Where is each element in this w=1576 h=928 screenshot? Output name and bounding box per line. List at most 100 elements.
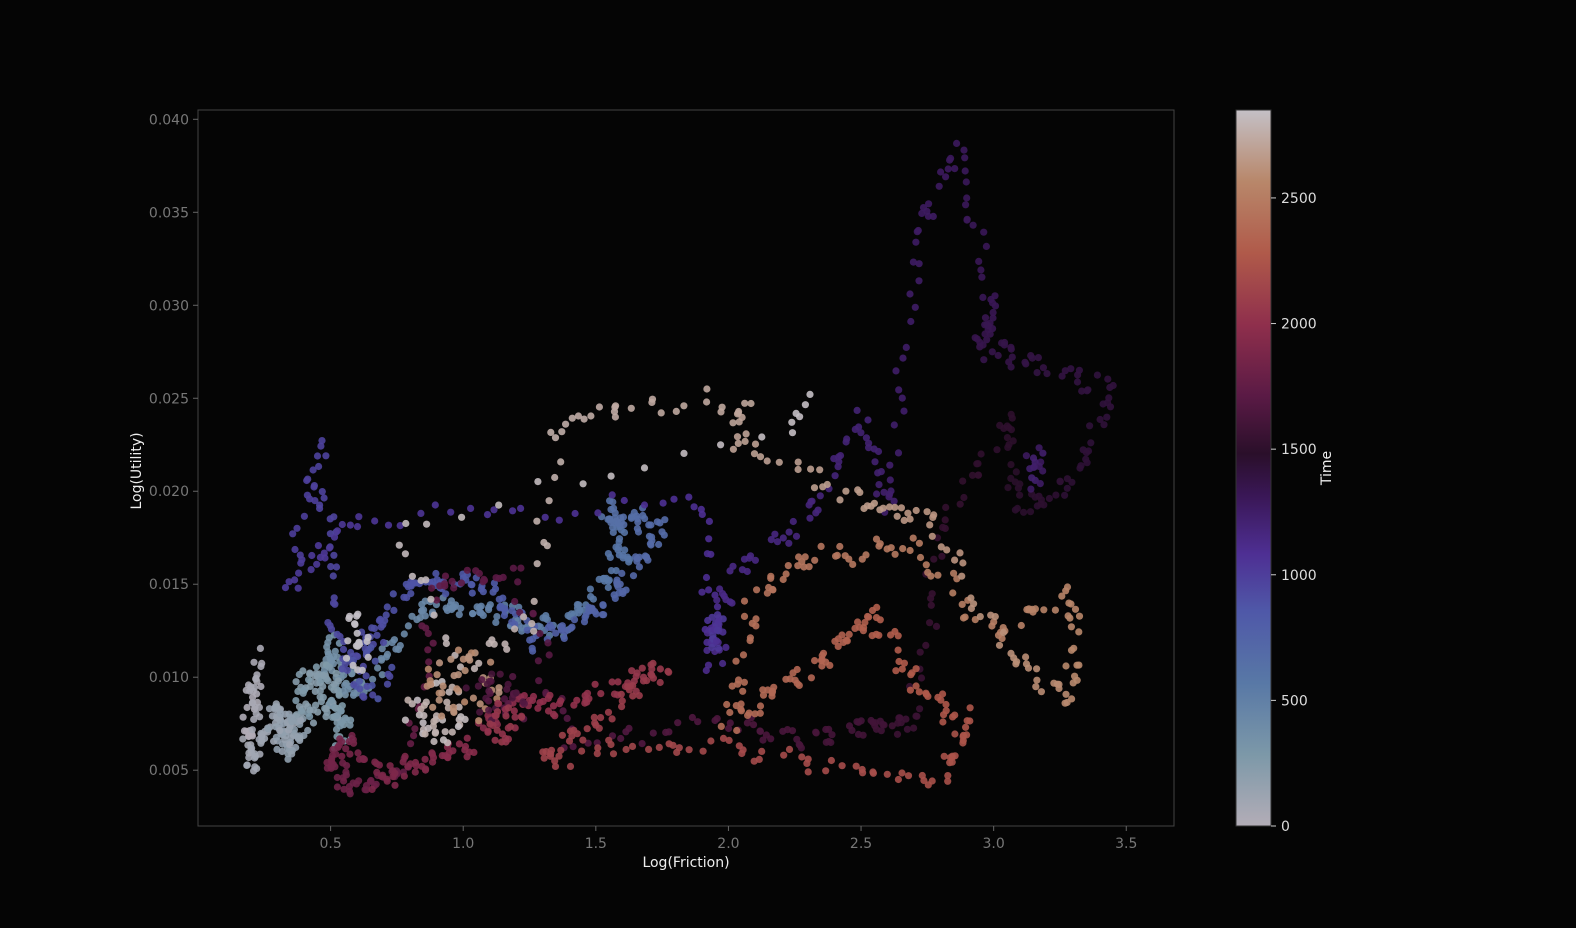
x-tick-label: 3.0 [983,836,1005,852]
data-point [638,664,646,672]
data-point [1062,587,1070,595]
data-point [328,696,336,704]
data-point [534,657,543,665]
data-point [719,734,728,743]
data-point [758,747,766,756]
data-point [938,552,946,560]
data-point [1078,387,1086,395]
data-point [880,488,888,496]
data-point [904,509,912,517]
data-point [740,555,749,563]
data-point [1063,475,1071,483]
data-point [533,560,541,568]
data-point [324,619,332,627]
data-point [408,700,416,708]
data-point [620,528,629,537]
data-point [785,745,794,754]
data-point [475,659,483,667]
data-point [865,439,873,447]
data-point [303,476,311,485]
data-point [885,503,894,511]
data-point [951,556,959,564]
data-point [1052,491,1060,499]
data-point [959,559,967,567]
data-point [717,722,725,731]
data-point [808,497,816,505]
data-point [987,611,995,619]
data-point [1022,452,1030,460]
data-point [968,471,977,479]
data-point [597,690,605,698]
data-point [645,521,653,529]
data-point [698,588,706,596]
data-point [902,343,910,351]
data-point [771,530,779,538]
data-point [922,641,930,650]
data-point [308,551,316,560]
data-point [743,719,752,727]
data-point [300,512,308,520]
data-point [607,472,615,480]
data-point [265,705,274,713]
data-point [934,571,942,579]
data-point [379,638,388,647]
data-point [703,398,711,406]
data-point [694,718,702,726]
data-point [986,330,994,338]
data-point [1073,378,1082,386]
data-point [960,146,968,154]
data-point [367,776,375,785]
data-point [372,760,381,768]
data-point [674,719,682,727]
data-point [442,590,450,598]
data-point [389,773,397,781]
data-point [604,708,613,716]
data-point [927,601,935,609]
data-point [595,403,604,411]
data-point [1100,421,1108,429]
data-point [423,520,431,528]
data-point [831,637,839,645]
data-point [534,478,542,486]
data-point [963,194,971,202]
data-point [304,726,312,735]
data-point [741,437,749,445]
data-point [276,727,284,735]
data-point [252,674,260,683]
data-point [912,238,920,246]
data-point [364,653,372,661]
data-point [868,606,877,615]
data-point [615,543,623,551]
data-point [1036,480,1044,488]
data-point [906,686,915,694]
data-point [803,759,811,768]
data-point [993,446,1001,454]
data-point [374,664,382,672]
data-point [503,645,511,653]
data-point [288,750,296,758]
data-point [962,723,970,731]
y-tick-label: 0.030 [149,298,189,314]
data-point [705,517,714,526]
data-point [916,553,925,562]
data-point [930,511,938,519]
data-point [368,624,376,632]
data-point [403,594,411,602]
data-point [608,715,616,723]
data-point [558,731,567,739]
data-point [949,713,957,721]
data-point [823,480,831,489]
data-point [1082,449,1091,457]
data-point [1061,367,1069,375]
data-point [994,351,1002,360]
data-point [472,567,480,575]
data-point [510,625,519,633]
data-point [1037,496,1045,504]
data-point [713,596,721,604]
data-point [672,407,680,415]
data-point [350,681,358,689]
data-point [1028,354,1036,362]
data-point [812,509,820,517]
data-point [511,713,519,721]
